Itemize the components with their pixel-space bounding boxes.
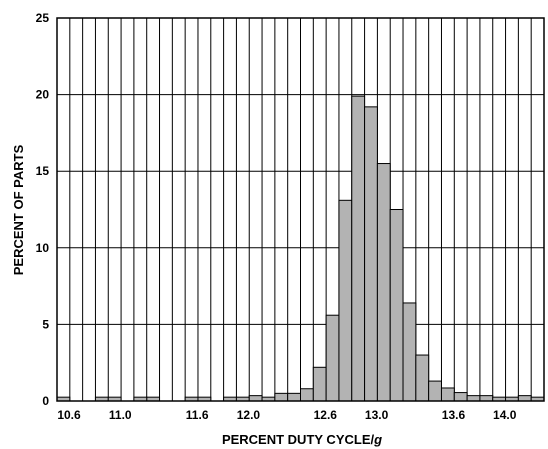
histogram-bar [351,95,366,402]
histogram-bar [325,314,340,402]
histogram-bar [517,395,532,402]
y-tick-label: 10 [36,241,50,255]
x-tick-labels: 10.6 11.0 11.6 12.0 12.6 13.0 13.6 14.0 [57,408,516,422]
histogram-bar [389,209,404,402]
x-tick-label: 13.6 [442,408,466,422]
bars-layer [56,95,545,402]
histogram-bar [440,387,455,402]
y-tick-label: 20 [36,88,50,102]
histogram-bar [274,392,289,402]
histogram-bar [479,395,494,402]
plot-frame [56,17,545,402]
x-tick-label: 10.6 [57,408,81,422]
histogram-bar [248,395,263,402]
x-tick-label: 11.6 [186,408,209,422]
histogram-bar [312,366,327,402]
histogram-bar [428,380,442,402]
y-tick-labels: 0 5 10 15 20 25 [36,11,50,408]
y-axis-title: PERCENT OF PARTS [11,144,26,275]
histogram-bar [415,354,430,402]
histogram-bar [453,392,468,402]
grid-layer [57,18,544,401]
y-tick-label: 15 [36,164,50,178]
histogram-bar [364,106,378,402]
histogram-bar [338,199,353,402]
histogram-bar [376,163,391,402]
histogram-bar [300,388,314,402]
y-tick-label: 0 [42,394,49,408]
y-tick-label: 5 [42,317,49,331]
x-axis-title-suffix: g [373,432,382,447]
y-tick-label: 25 [36,11,50,25]
x-tick-label: 13.0 [365,408,389,422]
histogram-bar [402,302,417,402]
x-axis-title-main: PERCENT DUTY CYCLE/ [222,432,375,447]
histogram-bar [287,392,301,402]
x-tick-label: 12.0 [237,408,261,422]
x-axis-title: PERCENT DUTY CYCLE/g [222,432,382,447]
x-tick-label: 14.0 [493,408,517,422]
x-tick-label: 11.0 [109,408,132,422]
x-tick-label: 12.6 [314,408,338,422]
histogram-bar [466,395,481,402]
